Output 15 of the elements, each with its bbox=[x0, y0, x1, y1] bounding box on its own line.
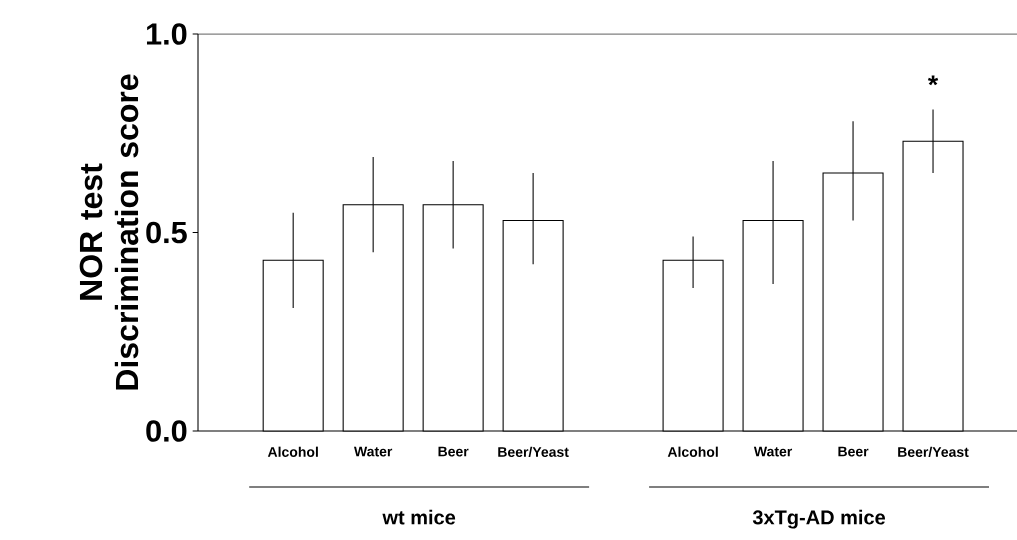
x-tick-label: Water bbox=[353, 446, 393, 457]
y-tick-label: 0.5 bbox=[146, 221, 187, 244]
y-tick-label: 0.0 bbox=[146, 420, 187, 442]
x-tick-label: Water bbox=[753, 446, 793, 457]
text: wt mice bbox=[382, 509, 456, 525]
y-tick-label: 1.0 bbox=[146, 23, 187, 45]
x-tick-label: Beer bbox=[838, 446, 869, 457]
y-axis-title: NOR test Discrimination score bbox=[79, 74, 139, 390]
x-tick-label: Beer bbox=[438, 446, 469, 457]
x-tick-label: Alcohol bbox=[267, 446, 318, 457]
text: 3xTg-AD mice bbox=[752, 509, 886, 529]
x-tick-label: Beer/Yeast bbox=[898, 446, 969, 458]
annotation: * bbox=[927, 75, 939, 86]
x-tick-label: Alcohol bbox=[667, 446, 718, 457]
x-tick-label: Beer/Yeast bbox=[498, 446, 569, 458]
